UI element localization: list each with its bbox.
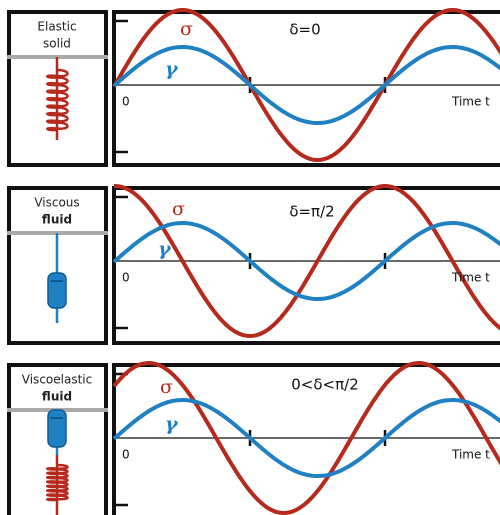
strain-curve [112, 398, 500, 478]
strain-curve [112, 45, 500, 125]
stress-symbol: σ [180, 18, 193, 40]
stress-curve [114, 184, 500, 339]
dashpot [47, 272, 67, 309]
stress-curve [112, 361, 500, 515]
plot-frame [112, 10, 500, 167]
strain-curve [112, 221, 500, 301]
element-label: solid [43, 37, 71, 51]
strain-symbol: γ [158, 238, 172, 260]
phase-label: 0<δ<π/2 [291, 376, 359, 394]
dashpot [47, 409, 67, 448]
panel: Viscous fluid σγ δ=π/2 0 Time t [7, 184, 500, 345]
element-label: Elastic [37, 20, 76, 34]
element-label: fluid [42, 390, 72, 404]
plot-frame [112, 186, 500, 345]
time-label: Time t [451, 95, 490, 109]
origin-label: 0 [122, 95, 130, 109]
element-label: Viscoelastic [22, 373, 92, 387]
strain-symbol: γ [165, 413, 179, 435]
time-label: Time t [451, 448, 490, 462]
spring [46, 68, 69, 132]
element-label: fluid [42, 213, 72, 227]
phase-label: δ=0 [289, 21, 320, 39]
stress-curve [112, 8, 500, 162]
panel: Elastic solid σγ δ=0 0 Time t [7, 8, 500, 167]
origin-label: 0 [122, 271, 130, 285]
element-label: Viscous [34, 196, 79, 210]
origin-label: 0 [122, 448, 130, 462]
phase-label: δ=π/2 [289, 203, 334, 221]
stress-symbol: σ [172, 198, 185, 220]
strain-symbol: γ [165, 58, 179, 80]
panel: Viscoelastic fluid σγ 0<δ<π/2 0 Time t [7, 361, 500, 515]
plot-frame [112, 363, 500, 515]
time-label: Time t [451, 271, 490, 285]
stress-symbol: σ [160, 376, 173, 398]
spring [46, 463, 69, 502]
